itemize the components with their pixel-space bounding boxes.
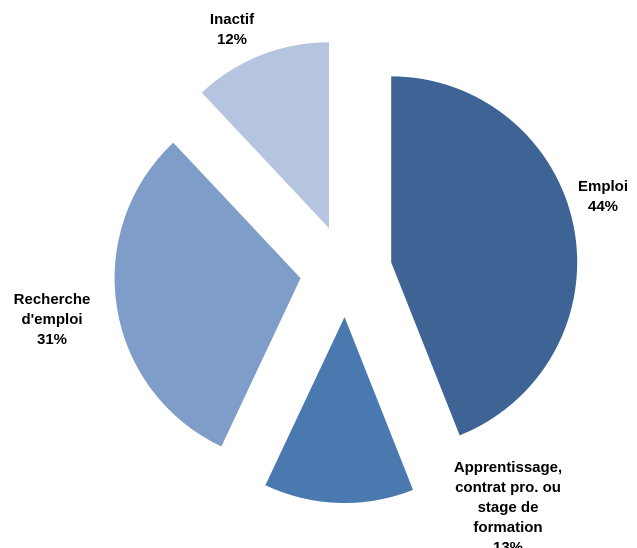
pie-slice (201, 42, 330, 229)
pie-slice (114, 142, 301, 447)
value-label: 31% (36, 331, 68, 348)
slice-label: Emploi 44% (578, 177, 628, 217)
pie-slice (265, 316, 414, 503)
slice-label: Inactif 12% (210, 10, 254, 50)
value-label: 44% (587, 198, 619, 215)
slice-label: Apprentissage, contrat pro. ou stage de … (444, 458, 573, 548)
category-label: Apprentissage, contrat pro. ou stage de … (453, 459, 563, 536)
category-label: Emploi (577, 178, 629, 195)
category-label: Recherche d'emploi (13, 291, 91, 328)
pie-slice (391, 76, 578, 436)
value-label: 13% (492, 539, 524, 548)
slice-label: Recherche d'emploi 31% (14, 290, 91, 350)
category-label: Inactif (209, 11, 255, 28)
value-label: 12% (216, 31, 248, 48)
